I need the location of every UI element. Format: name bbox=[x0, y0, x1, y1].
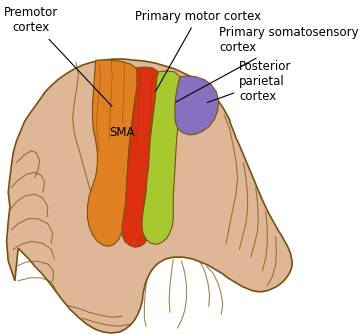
Text: Primary motor cortex: Primary motor cortex bbox=[135, 10, 261, 91]
Text: SMA: SMA bbox=[109, 127, 135, 140]
Polygon shape bbox=[175, 76, 219, 135]
Text: Premotor
cortex: Premotor cortex bbox=[4, 6, 112, 106]
Text: Posterior
parietal
cortex: Posterior parietal cortex bbox=[207, 60, 292, 103]
Polygon shape bbox=[7, 59, 292, 333]
Polygon shape bbox=[122, 67, 163, 247]
Text: Primary somatosensory
cortex: Primary somatosensory cortex bbox=[176, 26, 359, 102]
Polygon shape bbox=[142, 71, 182, 244]
Polygon shape bbox=[87, 60, 139, 246]
